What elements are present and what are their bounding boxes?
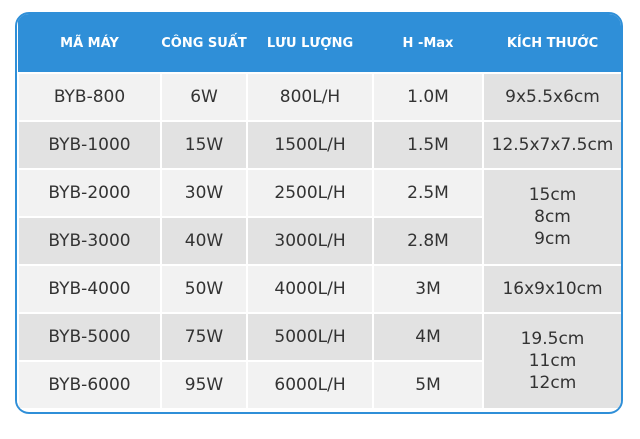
cell: 4M [372, 312, 484, 362]
cell: BYB-5000 [17, 312, 162, 362]
header-cell: CÔNG SUẤT [161, 14, 247, 73]
size-cell: 19.5cm 11cm 12cm [482, 312, 621, 410]
row: BYB-5000 75W 5000L/H 4M 19.5cm 11cm 12cm [17, 312, 621, 410]
header-cell: H -Max [373, 14, 483, 73]
size-text: 9x5.5x6cm [505, 87, 600, 107]
cell: 5000L/H [246, 312, 374, 362]
size-cell: 12.5x7x7.5cm [482, 120, 621, 170]
cell: BYB-6000 [17, 360, 162, 410]
header-cell: LƯU LƯỢNG [247, 14, 373, 73]
cell: 95W [160, 360, 248, 410]
cell: 3M [372, 264, 484, 314]
cell: 1500L/H [246, 120, 374, 170]
cell: 2500L/H [246, 168, 374, 218]
size-text: 12.5x7x7.5cm [491, 135, 614, 155]
size-text: 15cm [528, 185, 577, 205]
cell: 2.8M [372, 216, 484, 266]
size-text: 11cm [528, 351, 577, 371]
row: BYB-800 6W 800L/H 1.0M 9x5.5x6cm [17, 72, 621, 122]
cell: 75W [160, 312, 248, 362]
cell: BYB-4000 [17, 264, 162, 314]
header-row: MÃ MÁY CÔNG SUẤT LƯU LƯỢNG H -Max KÍCH T… [18, 14, 621, 73]
row: BYB-2000 30W 2500L/H 2.5M 15cm 8cm 9cm [17, 168, 621, 266]
cell: 1.0M [372, 72, 484, 122]
row: BYB-1000 15W 1500L/H 1.5M 12.5x7x7.5cm [17, 120, 621, 170]
size-text: 8cm [534, 207, 571, 227]
cell: 30W [160, 168, 248, 218]
header-cell: KÍCH THƯỚC [483, 14, 621, 73]
cell: BYB-800 [17, 72, 162, 122]
size-cell: 9x5.5x6cm [482, 72, 621, 122]
row: BYB-3000 40W 3000L/H 2.8M [17, 216, 621, 266]
spec-table: MÃ MÁY CÔNG SUẤT LƯU LƯỢNG H -Max KÍCH T… [17, 14, 621, 410]
cell: 6000L/H [246, 360, 374, 410]
row: BYB-4000 50W 4000L/H 3M 16x9x10cm [17, 264, 621, 314]
header-cell: MÃ MÁY [18, 14, 161, 73]
size-text: 12cm [528, 373, 577, 393]
cell: 4000L/H [246, 264, 374, 314]
cell: BYB-2000 [17, 168, 162, 218]
cell: BYB-3000 [17, 216, 162, 266]
size-cell: 15cm 8cm 9cm [482, 168, 621, 266]
cell: 50W [160, 264, 248, 314]
cell: 5M [372, 360, 484, 410]
size-text: 9cm [534, 229, 571, 249]
cell: 3000L/H [246, 216, 374, 266]
size-text: 16x9x10cm [502, 279, 603, 299]
cell: 6W [160, 72, 248, 122]
size-text: 19.5cm [520, 329, 585, 349]
table-frame: MÃ MÁY CÔNG SUẤT LƯU LƯỢNG H -Max KÍCH T… [15, 12, 623, 414]
row: BYB-6000 95W 6000L/H 5M [17, 360, 621, 410]
cell: 1.5M [372, 120, 484, 170]
size-cell: 16x9x10cm [482, 264, 621, 314]
cell: 40W [160, 216, 248, 266]
cell: 800L/H [246, 72, 374, 122]
cell: 15W [160, 120, 248, 170]
cell: 2.5M [372, 168, 484, 218]
cell: BYB-1000 [17, 120, 162, 170]
